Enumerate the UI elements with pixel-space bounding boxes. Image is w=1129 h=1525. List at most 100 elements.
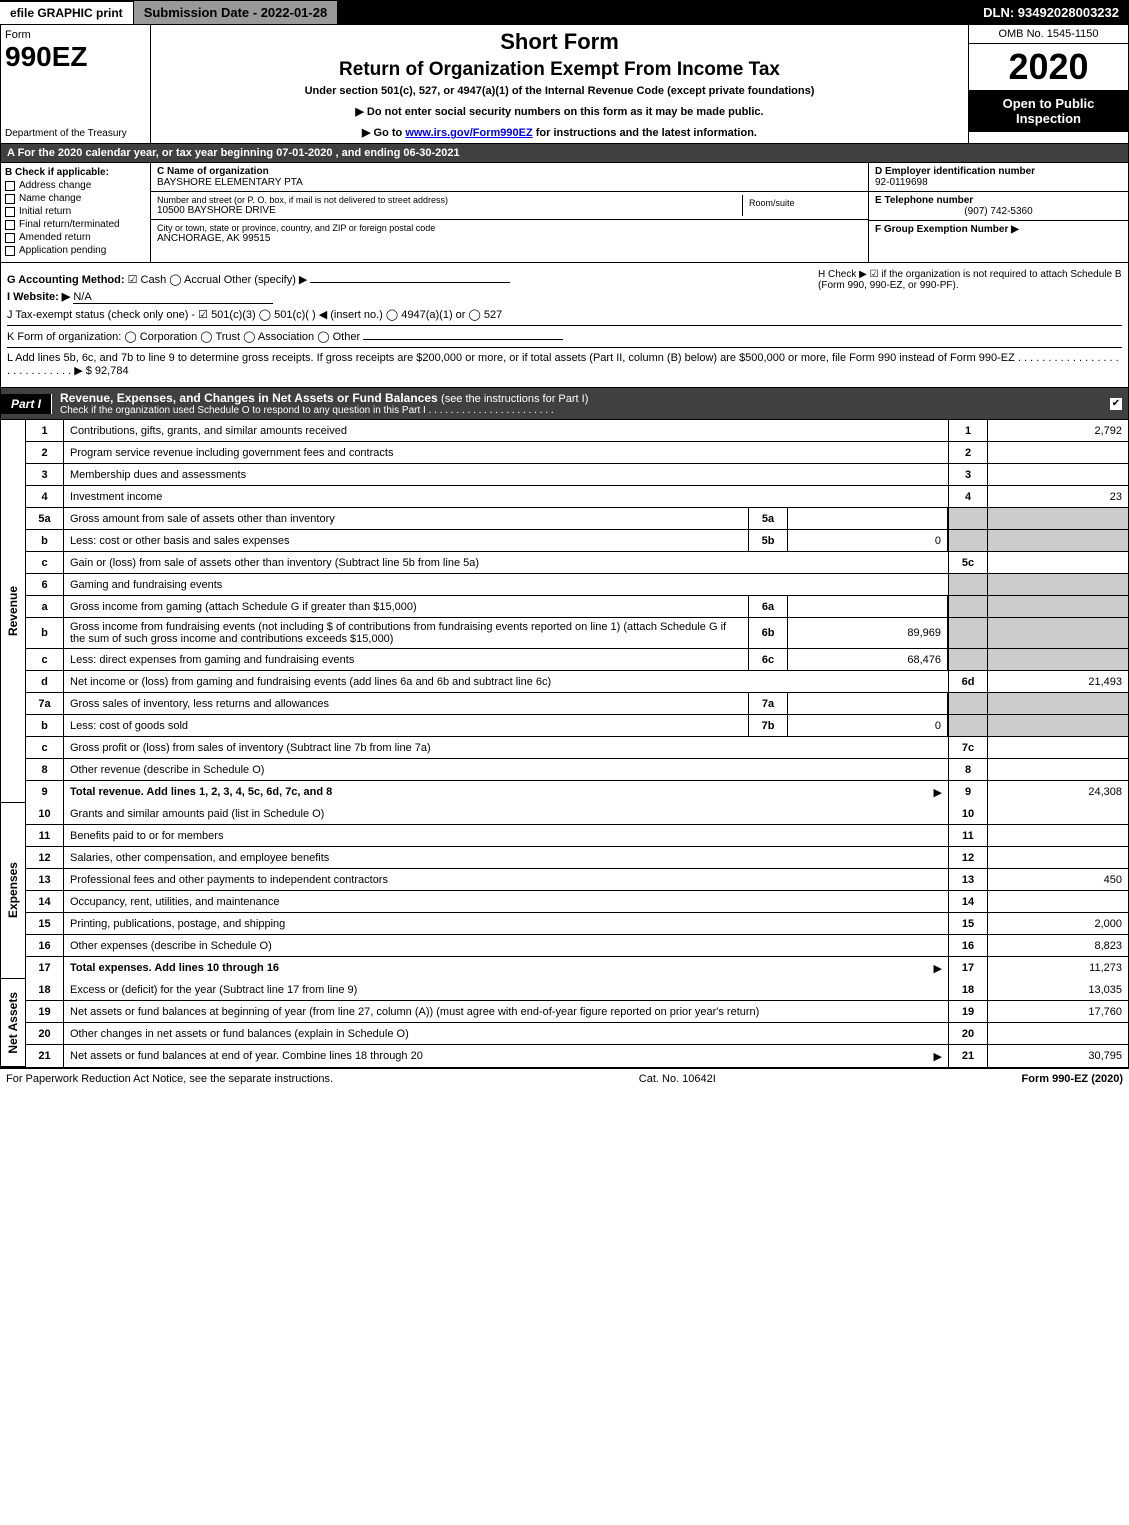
right-line-value: 8,823 (988, 935, 1128, 956)
line-number: 4 (26, 486, 64, 507)
group-exemption-cell: F Group Exemption Number ▶ (869, 221, 1128, 238)
line-description: Professional fees and other payments to … (64, 869, 948, 890)
line-k: K Form of organization: ◯ Corporation ◯ … (7, 325, 1122, 343)
right-line-number: 19 (948, 1001, 988, 1022)
right-line-value: 24,308 (988, 781, 1128, 803)
table-row: 9Total revenue. Add lines 1, 2, 3, 4, 5c… (26, 781, 1128, 803)
room-suite: Room/suite (742, 195, 862, 216)
line-description: Benefits paid to or for members (64, 825, 948, 846)
city-cell: City or town, state or province, country… (151, 220, 868, 247)
form-label: Form (5, 29, 146, 41)
irs-link[interactable]: www.irs.gov/Form990EZ (405, 127, 532, 139)
box-b-option: Application pending (5, 245, 146, 256)
table-row: bLess: cost of goods sold7b0 (26, 715, 1128, 737)
right-line-number (948, 649, 988, 670)
right-line-value: 30,795 (988, 1045, 1128, 1067)
right-line-value: 13,035 (988, 979, 1128, 1000)
sub-line-value: 0 (788, 530, 948, 551)
street: 10500 BAYSHORE DRIVE (157, 205, 742, 216)
efile-label[interactable]: efile GRAPHIC print (0, 2, 133, 24)
line-description: Gross sales of inventory, less returns a… (64, 693, 748, 714)
table-row: cGain or (loss) from sale of assets othe… (26, 552, 1128, 574)
right-line-number: 18 (948, 979, 988, 1000)
line-number: 1 (26, 420, 64, 441)
footer-right: Form 990-EZ (2020) (1022, 1073, 1123, 1085)
right-line-value: 450 (988, 869, 1128, 890)
part1-header: Part I Revenue, Expenses, and Changes in… (0, 388, 1129, 420)
line-number: 3 (26, 464, 64, 485)
right-line-number: 16 (948, 935, 988, 956)
right-line-value (988, 552, 1128, 573)
phone-cell: E Telephone number (907) 742-5360 (869, 192, 1128, 221)
right-line-value (988, 803, 1128, 824)
line-description: Net assets or fund balances at beginning… (64, 1001, 948, 1022)
line-description: Gross amount from sale of assets other t… (64, 508, 748, 529)
footer-left: For Paperwork Reduction Act Notice, see … (6, 1073, 333, 1085)
sub-line-number: 6b (748, 618, 788, 648)
right-line-value (988, 737, 1128, 758)
right-line-number: 6d (948, 671, 988, 692)
table-row: 21Net assets or fund balances at end of … (26, 1045, 1128, 1067)
line-number: 10 (26, 803, 64, 824)
right-line-number (948, 618, 988, 648)
line-description: Less: direct expenses from gaming and fu… (64, 649, 748, 670)
tax-year: 2020 (969, 44, 1128, 90)
line-number: c (26, 737, 64, 758)
right-line-number: 15 (948, 913, 988, 934)
ein-cell: D Employer identification number 92-0119… (869, 163, 1128, 192)
box-b-option: Address change (5, 180, 146, 191)
table-row: 15Printing, publications, postage, and s… (26, 913, 1128, 935)
right-line-value (988, 442, 1128, 463)
right-line-value (988, 508, 1128, 529)
sub-line-number: 7a (748, 693, 788, 714)
line-number: 17 (26, 957, 64, 979)
right-line-number (948, 508, 988, 529)
line-description: Gross income from gaming (attach Schedul… (64, 596, 748, 617)
omb-number: OMB No. 1545-1150 (969, 25, 1128, 44)
right-line-number: 1 (948, 420, 988, 441)
street-cell: Number and street (or P. O. box, if mail… (151, 192, 868, 220)
right-line-number (948, 693, 988, 714)
line-description: Gaming and fundraising events (64, 574, 948, 595)
right-line-value: 21,493 (988, 671, 1128, 692)
box-b: B Check if applicable: Address changeNam… (1, 163, 151, 262)
open-inspection: Open to Public Inspection (969, 90, 1128, 132)
line-number: c (26, 649, 64, 670)
line-number: d (26, 671, 64, 692)
line-description: Gain or (loss) from sale of assets other… (64, 552, 948, 573)
line-number: 20 (26, 1023, 64, 1044)
part1-title: Revenue, Expenses, and Changes in Net As… (52, 388, 596, 419)
line-number: 19 (26, 1001, 64, 1022)
line-description: Program service revenue including govern… (64, 442, 948, 463)
sub-line-value (788, 508, 948, 529)
table-row: 4Investment income423 (26, 486, 1128, 508)
line-number: 21 (26, 1045, 64, 1067)
right-line-number: 11 (948, 825, 988, 846)
right-line-value: 2,792 (988, 420, 1128, 441)
mid-block: H Check ▶ ☑ if the organization is not r… (0, 263, 1129, 388)
line-number: a (26, 596, 64, 617)
schedule-o-check: ✔ (1110, 398, 1122, 410)
line-j: J Tax-exempt status (check only one) - ☑… (7, 308, 1122, 321)
checkbox-icon (5, 233, 15, 243)
box-b-option: Amended return (5, 232, 146, 243)
line-number: 8 (26, 759, 64, 780)
line-number: c (26, 552, 64, 573)
line-description: Grants and similar amounts paid (list in… (64, 803, 948, 824)
line-description: Gross profit or (loss) from sales of inv… (64, 737, 948, 758)
right-line-value (988, 825, 1128, 846)
box-h: H Check ▶ ☑ if the organization is not r… (812, 269, 1122, 291)
right-line-value: 17,760 (988, 1001, 1128, 1022)
line-description: Other changes in net assets or fund bala… (64, 1023, 948, 1044)
line-description: Other revenue (describe in Schedule O) (64, 759, 948, 780)
line-l: L Add lines 5b, 6c, and 7b to line 9 to … (7, 347, 1122, 377)
line-number: 15 (26, 913, 64, 934)
header-right: OMB No. 1545-1150 2020 Open to Public In… (968, 25, 1128, 143)
table-row: 2Program service revenue including gover… (26, 442, 1128, 464)
line-number: 9 (26, 781, 64, 803)
line-number: 5a (26, 508, 64, 529)
table-row: 18Excess or (deficit) for the year (Subt… (26, 979, 1128, 1001)
table-row: 6Gaming and fundraising events (26, 574, 1128, 596)
revenue-label: Revenue (1, 420, 26, 803)
line-number: 6 (26, 574, 64, 595)
